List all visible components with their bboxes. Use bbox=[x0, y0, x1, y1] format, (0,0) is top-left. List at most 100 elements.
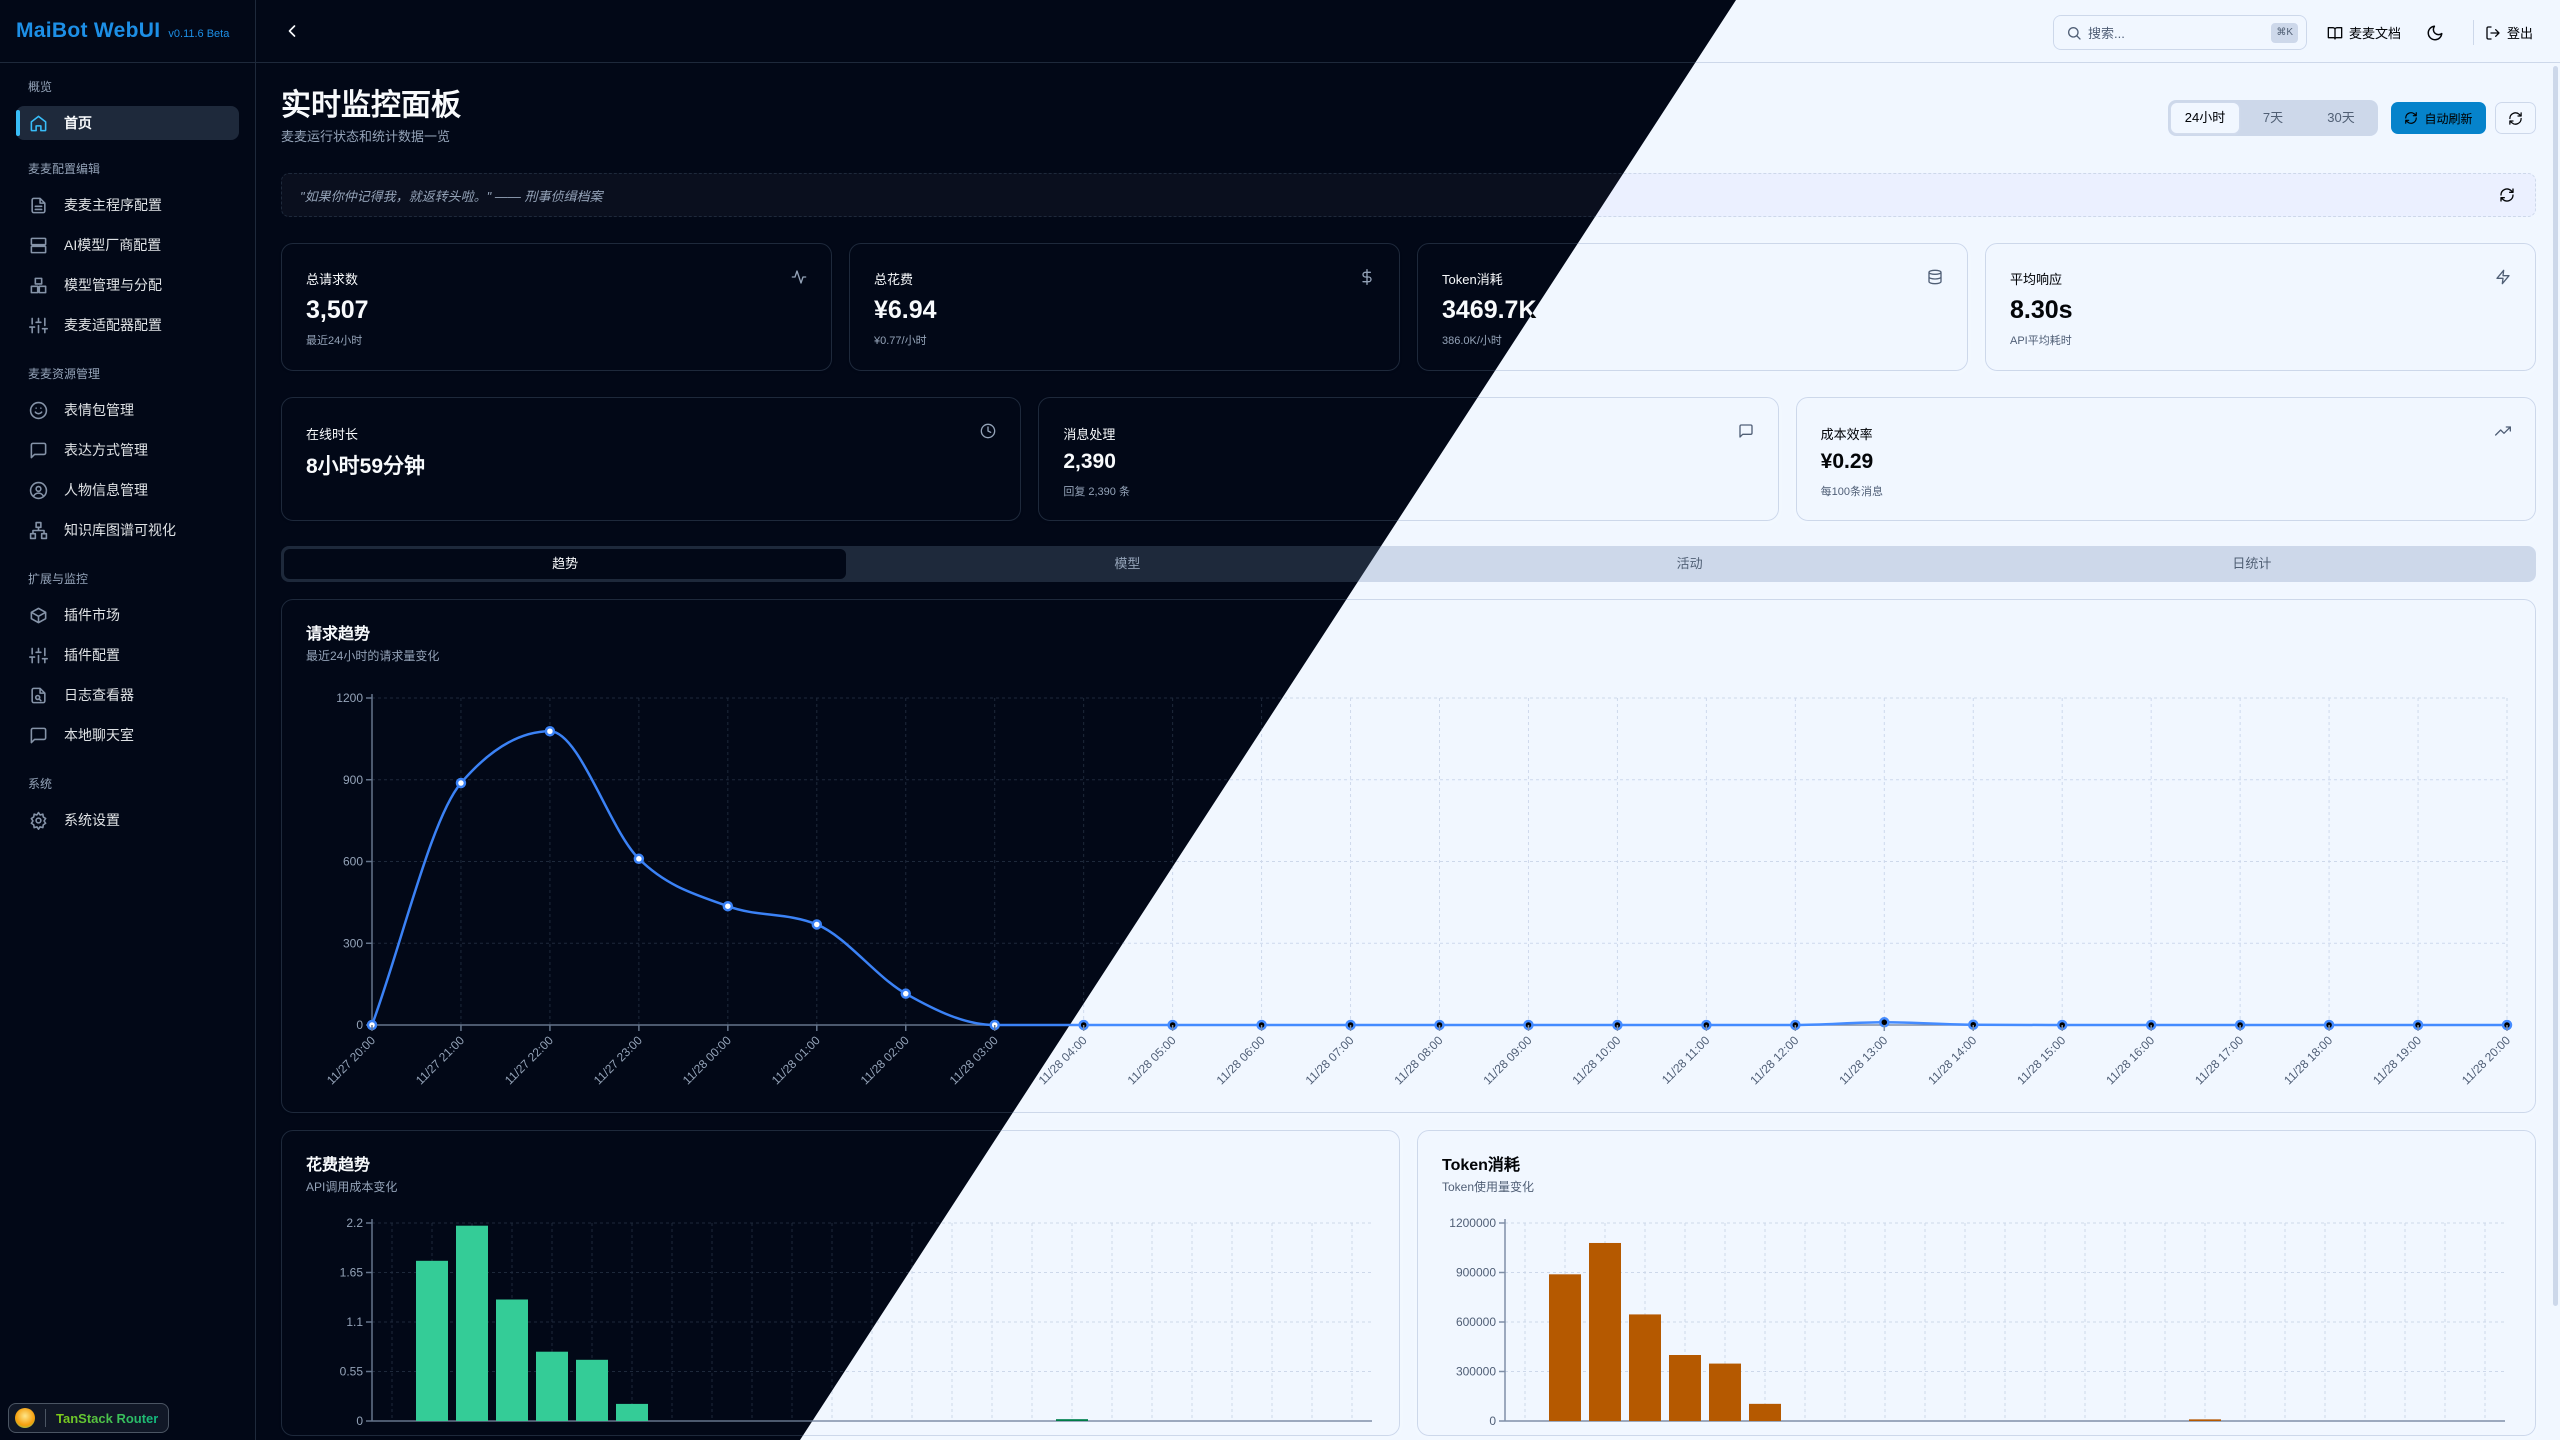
sidebar-item-server[interactable]: AI模型厂商配置 bbox=[16, 225, 239, 265]
sidebar-item-label: 麦麦主程序配置 bbox=[64, 197, 162, 213]
page-title: 实时监控面板 bbox=[281, 89, 461, 122]
stat-value: 3,507 bbox=[306, 296, 369, 324]
stat-subtext: 最近24小时 bbox=[306, 335, 363, 347]
divider bbox=[45, 1409, 46, 1427]
y-tick-label: 900000 bbox=[1456, 1266, 1496, 1280]
user-circle-icon bbox=[29, 481, 48, 500]
sidebar-section-label: 系统 bbox=[28, 777, 53, 791]
bar bbox=[416, 1260, 448, 1421]
trending-up-icon bbox=[2494, 423, 2511, 439]
y-tick-label: 300 bbox=[343, 936, 363, 950]
sidebar-item-network[interactable]: 知识库图谱可视化 bbox=[16, 510, 239, 550]
sidebar-item-label: 表达方式管理 bbox=[64, 442, 148, 458]
stat-title: 在线时长 bbox=[306, 427, 359, 442]
page-scrollbar[interactable] bbox=[2553, 66, 2558, 1306]
chart-subtitle: API调用成本变化 bbox=[306, 1180, 398, 1194]
auto-refresh-button[interactable]: 自动刷新 bbox=[2391, 102, 2486, 134]
server-icon bbox=[29, 236, 48, 255]
x-tick-label: 11/28 15:00 bbox=[2014, 1033, 2068, 1087]
bar bbox=[1589, 1242, 1621, 1421]
tab-activity[interactable]: 活动 bbox=[1676, 556, 1703, 571]
x-tick-label: 11/28 18:00 bbox=[2281, 1033, 2335, 1087]
stat-subtext: 每100条消息 bbox=[1820, 486, 1884, 498]
activity-icon bbox=[791, 269, 807, 285]
x-tick-label: 11/28 09:00 bbox=[1480, 1033, 1534, 1087]
tab-daily[interactable]: 日统计 bbox=[2232, 556, 2272, 571]
auto-refresh-label: 自动刷新 bbox=[2424, 111, 2473, 126]
dashboard-content: 实时监控面板 麦麦运行状态和统计数据一览 24小时 7天 30天 自动刷新 "如果你… bbox=[281, 0, 2536, 1440]
x-tick-label: 11/27 23:00 bbox=[591, 1033, 645, 1087]
sidebar-nav: 概览 首页 麦麦配置编辑 麦麦主程序配置 AI模型厂商配置 模型管理与分配 麦麦适配器配置麦… bbox=[0, 63, 255, 840]
tanstack-router-devtools-button[interactable]: TanStack Router bbox=[8, 1403, 170, 1433]
stat-title: 消息处理 bbox=[1063, 427, 1116, 442]
stats-row-primary: 总请求数 3,507 最近24小时 总花费 ¥6.94 ¥0.77/小时 Token消耗 34… bbox=[281, 243, 2536, 371]
bar bbox=[496, 1299, 528, 1421]
x-tick-label: 11/27 21:00 bbox=[413, 1033, 467, 1087]
stat-value: ¥0.29 bbox=[1820, 450, 1874, 473]
sidebar-item-settings[interactable]: 系统设置 bbox=[16, 800, 239, 840]
y-tick-label: 1200000 bbox=[1449, 1216, 1496, 1230]
tab-models[interactable]: 模型 bbox=[1114, 556, 1141, 571]
sidebar-item-sliders[interactable]: 麦麦适配器配置 bbox=[16, 305, 239, 345]
sidebar-item-home[interactable]: 首页 bbox=[16, 106, 239, 140]
database-icon bbox=[1927, 269, 1943, 285]
sidebar-item-smile[interactable]: 表情包管理 bbox=[16, 390, 239, 430]
time-range-option[interactable]: 7天 bbox=[2262, 110, 2284, 125]
file-text-icon bbox=[29, 196, 48, 215]
y-tick-label: 600000 bbox=[1456, 1315, 1496, 1329]
y-tick-label: 600 bbox=[343, 855, 363, 869]
x-tick-label: 11/28 07:00 bbox=[1303, 1033, 1357, 1087]
sidebar-item-boxes[interactable]: 模型管理与分配 bbox=[16, 265, 239, 305]
x-tick-label: 11/27 20:00 bbox=[324, 1033, 378, 1087]
x-tick-label: 11/28 05:00 bbox=[1125, 1033, 1179, 1087]
dashboard-tabs: 趋势 模型 活动 日统计 bbox=[281, 546, 2536, 582]
devtools-label: TanStack Router bbox=[56, 1410, 159, 1426]
y-tick-label: 0 bbox=[356, 1018, 363, 1032]
sidebar-item-message-square[interactable]: 表达方式管理 bbox=[16, 430, 239, 470]
stats-row-secondary: 在线时长 8小时59分钟 消息处理 2,390 回复 2,390 条 成本效率 ¥0.29 每… bbox=[281, 397, 2536, 521]
logo-text: MaiBot WebUI bbox=[16, 19, 161, 42]
stat-title: 总请求数 bbox=[306, 272, 359, 287]
time-range-option[interactable]: 30天 bbox=[2327, 110, 2355, 125]
tab-trend[interactable]: 趋势 bbox=[284, 549, 847, 579]
stat-card: 总请求数 3,507 最近24小时 bbox=[281, 243, 832, 371]
chevron-left-icon[interactable] bbox=[282, 21, 302, 41]
stat-subtext: 回复 2,390 条 bbox=[1063, 486, 1130, 498]
stat-value: 8.30s bbox=[2010, 296, 2073, 324]
sidebar-item-user-circle[interactable]: 人物信息管理 bbox=[16, 470, 239, 510]
bar bbox=[1549, 1274, 1581, 1421]
home-icon bbox=[29, 114, 48, 133]
message-square-icon bbox=[29, 726, 48, 745]
time-range-selector: 24小时 7天 30天 bbox=[2168, 100, 2378, 136]
stat-card: 成本效率 ¥0.29 每100条消息 bbox=[1795, 397, 2536, 521]
sidebar-item-label: 人物信息管理 bbox=[64, 482, 148, 498]
x-tick-label: 11/28 01:00 bbox=[769, 1033, 823, 1087]
x-tick-label: 11/28 04:00 bbox=[1036, 1033, 1090, 1087]
refresh-button[interactable] bbox=[2495, 102, 2536, 134]
request-trend-chart: 0 300 600 900 1200 11/27 20:00 11/27 21:00 11/2… bbox=[324, 691, 2513, 1087]
time-range-option[interactable]: 24小时 bbox=[2171, 103, 2239, 133]
sidebar-section-label: 麦麦资源管理 bbox=[28, 367, 101, 381]
logo[interactable]: MaiBot WebUI v0.11.6 Beta bbox=[0, 0, 255, 63]
data-point bbox=[722, 900, 734, 912]
sidebar-item-file-search[interactable]: 日志查看器 bbox=[16, 675, 239, 715]
y-tick-label: 1200 bbox=[336, 691, 363, 705]
stat-value: 3469.7K bbox=[1442, 296, 1537, 324]
sidebar-item-sliders[interactable]: 插件配置 bbox=[16, 635, 239, 675]
sidebar-item-file-text[interactable]: 麦麦主程序配置 bbox=[16, 185, 239, 225]
refresh-quote-icon[interactable] bbox=[2499, 187, 2515, 203]
x-tick-label: 11/28 00:00 bbox=[680, 1033, 734, 1087]
y-tick-label: 900 bbox=[343, 773, 363, 787]
sidebar-item-package[interactable]: 插件市场 bbox=[16, 595, 239, 635]
sidebar-item-label: 表情包管理 bbox=[64, 402, 134, 418]
sidebar-item-message-square[interactable]: 本地聊天室 bbox=[16, 715, 239, 755]
package-icon bbox=[29, 606, 48, 625]
cost-trend-chart: 0 0.55 1.1 1.65 2.2 bbox=[340, 1216, 1372, 1428]
bar bbox=[1629, 1314, 1661, 1421]
chart-title: 请求趋势 bbox=[306, 626, 371, 643]
sliders-icon bbox=[29, 316, 48, 335]
sidebar-item-label: 知识库图谱可视化 bbox=[64, 522, 176, 538]
sidebar-section-label: 概览 bbox=[28, 80, 53, 94]
request-trend-card: 请求趋势 最近24小时的请求量变化 0 300 600 900 1200 11/27 20… bbox=[281, 599, 2536, 1113]
